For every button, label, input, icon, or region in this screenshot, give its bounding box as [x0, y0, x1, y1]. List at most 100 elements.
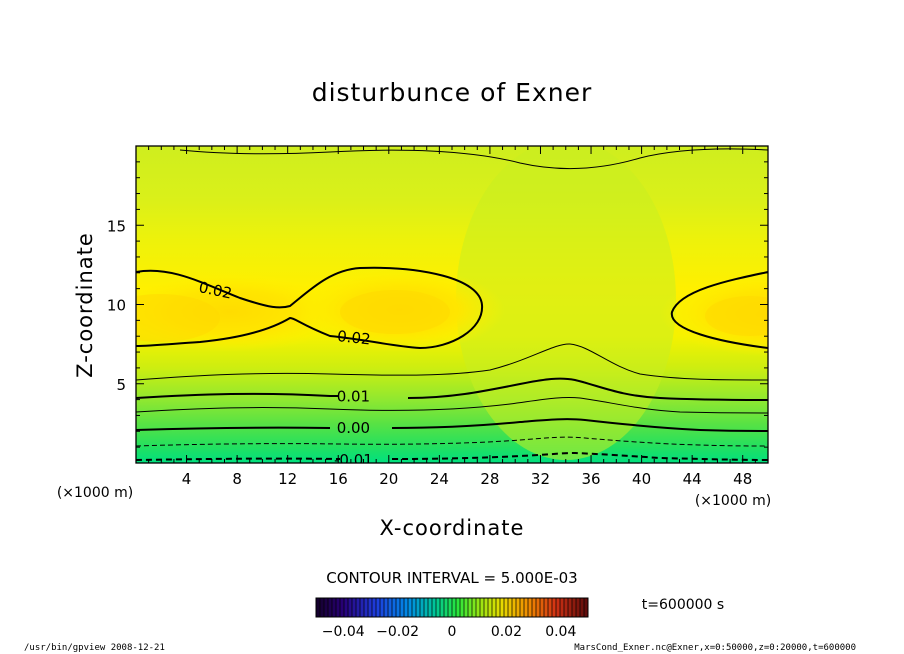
colorbar-tick-label: 0.04 [545, 624, 576, 640]
contour-0.005 [136, 396, 768, 414]
colorbar-cell [368, 598, 373, 617]
colorbar-cell [332, 598, 337, 617]
colorbar-cell [492, 598, 497, 617]
colorbar-cell [380, 598, 385, 617]
colorbar-cell [356, 598, 361, 617]
x-tick-label: 24 [430, 470, 449, 488]
colorbar-cell [392, 598, 397, 617]
colorbar-cell [544, 598, 549, 617]
y-axis-unit: (×1000 m) [57, 485, 133, 501]
colorbar-cell [416, 598, 421, 617]
colorbar-tick-label: −0.02 [376, 624, 419, 640]
x-tick-label: 12 [278, 470, 297, 488]
footer-right: MarsCond_Exner.nc@Exner,x=0:50000,z=0:20… [574, 643, 856, 653]
field-core-left [136, 294, 220, 342]
chart-title: disturbunce of Exner [312, 78, 593, 107]
contour-label: 0.01 [337, 387, 370, 405]
colorbar-cell [536, 598, 541, 617]
colorbar-cell [516, 598, 521, 617]
x-tick-label: 48 [733, 470, 752, 488]
contour-0.015 [136, 343, 768, 381]
colorbar-cell [484, 598, 489, 617]
colorbar-cell [560, 598, 565, 617]
field-trough [456, 146, 676, 460]
y-axis-label: Z-coordinate [73, 232, 97, 378]
colorbar-cell [576, 598, 581, 617]
x-tick-label: 4 [182, 470, 192, 488]
y-tick-label: 15 [107, 217, 126, 235]
colorbar-cell [548, 598, 553, 617]
x-axis-unit: (×1000 m) [695, 493, 771, 509]
colorbar-cell [340, 598, 345, 617]
colorbar-cell [352, 598, 357, 617]
colorbar-cell [460, 598, 465, 617]
colorbar-cell [540, 598, 545, 617]
colorbar-cell [480, 598, 485, 617]
colorbar-tick-label: −0.04 [322, 624, 365, 640]
colorbar-cell [328, 598, 333, 617]
colorbar-cell [432, 598, 437, 617]
colorbar-cell [336, 598, 341, 617]
colorbar-cell [424, 598, 429, 617]
colorbar-cell [376, 598, 381, 617]
contour-lines [136, 148, 768, 461]
colorbar-cell [472, 598, 477, 617]
contour-0.02-right [670, 271, 768, 349]
x-axis-label: X-coordinate [380, 516, 525, 540]
contour-0.00 [136, 418, 768, 432]
colorbar-cell [532, 598, 537, 617]
contour-label: 0.02 [336, 327, 371, 348]
x-tick-label: 28 [480, 470, 499, 488]
colorbar-cell [456, 598, 461, 617]
colorbar-cell [360, 598, 365, 617]
x-tick-label: 20 [379, 470, 398, 488]
colorbar-cell [316, 598, 321, 617]
colorbar-cell [500, 598, 505, 617]
colorbar-cell [372, 598, 377, 617]
field-core-center [340, 290, 450, 334]
colorbar-cell [468, 598, 473, 617]
contour-top [179, 148, 768, 170]
colorbar-cell [320, 598, 325, 617]
colorbar-tick-label: 0 [448, 624, 457, 640]
contour-0.01 [136, 377, 768, 401]
colorbar-cell [364, 598, 369, 617]
colorbar-cell [396, 598, 401, 617]
colorbar-cell [400, 598, 405, 617]
colorbar-cell [452, 598, 457, 617]
colorbar-cell [428, 598, 433, 617]
x-tick-label: 16 [329, 470, 348, 488]
colorbar-frame [315, 597, 589, 618]
colorbar-cell [404, 598, 409, 617]
colorbar-cell [528, 598, 533, 617]
x-tick-label: 40 [632, 470, 651, 488]
contour-label: -0.01 [334, 451, 373, 469]
colorbar-cell [512, 598, 517, 617]
x-tick-label: 36 [581, 470, 600, 488]
colorbar-cell [420, 598, 425, 617]
colorbar-tick-label: 0.02 [491, 624, 522, 640]
field-core-right [705, 296, 768, 336]
colorbar-cell [504, 598, 509, 617]
x-tick-label: 44 [683, 470, 702, 488]
colorbar-cell [344, 598, 349, 617]
colorbar-cell [520, 598, 525, 617]
contour-0.02-left [136, 266, 484, 350]
colorbar-cell [496, 598, 501, 617]
field-max-right [660, 272, 768, 356]
colorbar-cell [388, 598, 393, 617]
contour-label: 0.00 [337, 419, 370, 437]
colorbar-cell [572, 598, 577, 617]
colorbar-cell [580, 598, 585, 617]
contour-neg0.01 [136, 451, 768, 461]
colorbar: −0.04 −0.02 0 0.02 0.04 [315, 597, 589, 640]
x-tick-label: 32 [531, 470, 550, 488]
contour-neg0.005 [136, 436, 768, 447]
colorbar-cell [508, 598, 513, 617]
colorbar-cell [568, 598, 573, 617]
y-tick-label: 5 [116, 376, 126, 394]
colorbar-cell [408, 598, 413, 617]
time-label: t=600000 s [642, 597, 724, 613]
